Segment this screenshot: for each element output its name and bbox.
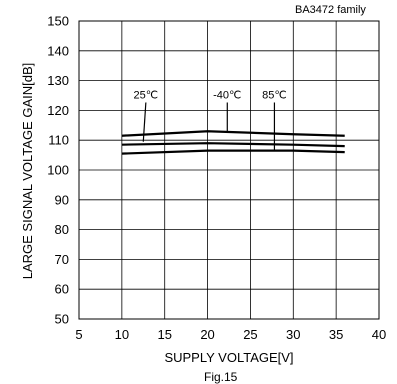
y-tick-label: 150	[47, 14, 69, 29]
y-tick-label: 80	[55, 222, 69, 237]
x-tick-label: 5	[75, 327, 82, 342]
annotations: 25℃ -40℃ 85℃	[134, 89, 287, 151]
x-tick-label: 15	[157, 327, 171, 342]
x-tick-label: 10	[115, 327, 129, 342]
y-tick-label: 60	[55, 282, 69, 297]
series-line	[121, 149, 345, 155]
annotation-pointer	[142, 102, 147, 142]
x-tick-label: 35	[329, 327, 343, 342]
x-tick-label: 30	[286, 327, 300, 342]
axis-ticks: 5 10 15 20 25 30 35 40 50 60 70 80 90 100 110 120 130 140…	[47, 14, 386, 343]
y-tick-label: 120	[47, 103, 69, 118]
series-line	[121, 130, 345, 137]
y-tick-label: 130	[47, 73, 69, 88]
annotation-label: 25℃	[134, 89, 159, 101]
x-tick-label: 25	[243, 327, 257, 342]
y-tick-label: 90	[55, 192, 69, 207]
x-tick-label: 40	[372, 327, 386, 342]
y-tick-label: 140	[47, 43, 69, 58]
family-label: BA3472 family	[295, 4, 366, 16]
series-lines	[121, 130, 345, 155]
y-axis-label: LARGE SIGNAL VOLTAGE GAIN[dB]	[20, 63, 35, 280]
x-axis-label: SUPPLY VOLTAGE[V]	[164, 350, 293, 365]
figure-caption: Fig.15	[204, 370, 238, 384]
y-tick-label: 100	[47, 163, 69, 178]
x-tick-label: 20	[200, 327, 214, 342]
y-tick-label: 70	[55, 252, 69, 267]
series-line	[121, 142, 345, 148]
plot-frame	[78, 20, 380, 320]
grid	[79, 21, 379, 319]
annotation-label: 85℃	[262, 89, 287, 101]
annotation-label: -40℃	[213, 89, 241, 101]
y-tick-label: 50	[55, 312, 69, 327]
y-tick-label: 110	[48, 133, 69, 148]
